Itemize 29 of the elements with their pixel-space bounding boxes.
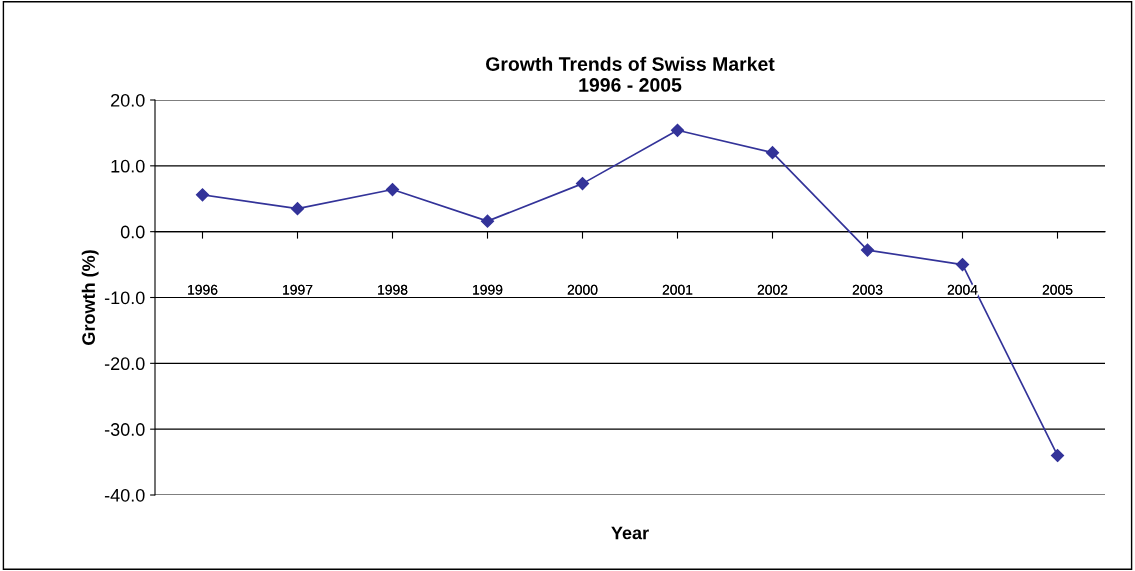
- x-tick-label: 2000: [567, 284, 598, 295]
- x-axis-title: Year: [611, 526, 649, 540]
- x-tick-label: 1997: [283, 284, 313, 295]
- x-tick-label: 2002: [757, 284, 788, 295]
- y-tick-label: -30.0: [104, 423, 145, 436]
- point: [955, 257, 970, 272]
- point: [670, 123, 685, 137]
- x-tick-label: 1999: [473, 284, 503, 295]
- y-tick-label: -10.0: [104, 291, 145, 305]
- x-tick-label: 2005: [1042, 284, 1073, 295]
- y-axis-title: Growth (%): [81, 250, 99, 345]
- x-tick-label: 2001: [662, 284, 693, 295]
- y-tick-label: -40.0: [104, 488, 145, 502]
- point: [765, 146, 780, 160]
- point: [860, 243, 875, 257]
- x-tick-label: 2003: [852, 284, 883, 295]
- point: [195, 188, 210, 202]
- point: [575, 177, 590, 191]
- y-tick-label: 0.0: [120, 225, 145, 239]
- point: [1050, 448, 1065, 463]
- point: [480, 214, 495, 228]
- x-tick-label: 1998: [378, 284, 408, 295]
- y-tick-label: 20.0: [111, 93, 145, 107]
- x-tick-label: 1996: [188, 284, 218, 295]
- point: [290, 202, 305, 216]
- y-tick-label: 10.0: [111, 159, 145, 173]
- y-tick-label: -20.0: [104, 357, 145, 371]
- chart-title: Growth Trends of Swiss Market 1996 - 2005: [486, 56, 775, 92]
- point: [385, 182, 400, 197]
